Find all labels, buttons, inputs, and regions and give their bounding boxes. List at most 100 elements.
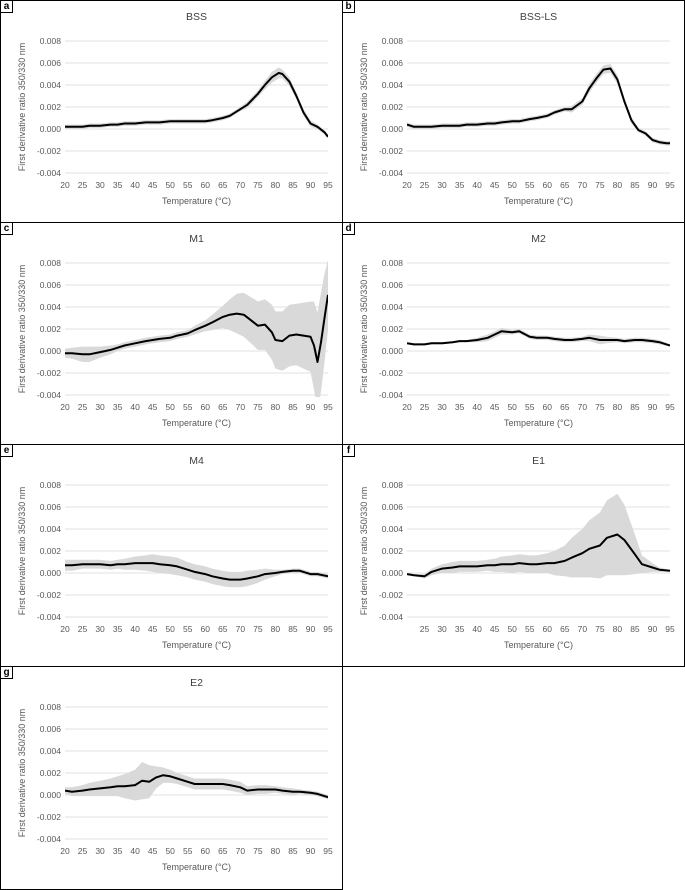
x-tick-label: 45 [490, 624, 500, 634]
x-axis-label: Temperature (°C) [162, 640, 231, 650]
x-tick-label: 45 [148, 846, 158, 856]
y-tick-label: -0.004 [379, 612, 403, 622]
x-tick-label: 40 [130, 624, 140, 634]
x-tick-label: 80 [271, 846, 281, 856]
line-chart: M4 0.008 0.006 0.004 0.002 0.000 -0.002 -0.004 2… [17, 455, 333, 650]
y-tick-label: 0.000 [40, 790, 62, 800]
x-tick-label: 60 [543, 624, 553, 634]
y-tick-label: 0.006 [382, 280, 404, 290]
x-tick-label: 40 [130, 846, 140, 856]
x-axis-label: Temperature (°C) [504, 640, 573, 650]
panel-letter: g [1, 667, 13, 679]
x-tick-label: 55 [183, 846, 193, 856]
x-tick-label: 25 [78, 624, 88, 634]
x-tick-label: 65 [218, 180, 228, 190]
x-tick-label: 70 [578, 624, 588, 634]
x-tick-label: 70 [236, 180, 246, 190]
x-tick-label: 90 [306, 624, 316, 634]
series-line [407, 67, 670, 145]
y-tick-label: -0.002 [37, 812, 61, 822]
x-tick-label: 30 [95, 180, 105, 190]
chart-panel-g: E2 0.008 0.006 0.004 0.002 0.000 -0.002 -0.004 2… [0, 666, 343, 890]
chart-panel-c: M1 0.008 0.006 0.004 0.002 0.000 -0.002 -0.004 2… [0, 222, 343, 445]
x-tick-label: 80 [613, 402, 623, 412]
series-line [65, 774, 328, 799]
panel-letter: d [343, 223, 355, 235]
x-tick-label: 50 [165, 624, 175, 634]
error-band [65, 67, 328, 139]
x-tick-label: 35 [113, 180, 123, 190]
chart-title: M2 [531, 233, 546, 245]
x-tick-label: 50 [165, 180, 175, 190]
y-tick-label: 0.002 [40, 546, 62, 556]
y-tick-label: -0.004 [37, 612, 61, 622]
x-tick-label: 35 [113, 846, 123, 856]
x-tick-label: 65 [560, 402, 570, 412]
x-tick-label: 25 [420, 402, 430, 412]
x-tick-label: 45 [490, 402, 500, 412]
x-tick-label: 65 [560, 180, 570, 190]
y-tick-label: 0.000 [382, 568, 404, 578]
chart-title: BSS [186, 11, 207, 23]
x-tick-label: 65 [218, 402, 228, 412]
x-tick-label: 75 [253, 180, 263, 190]
x-tick-label: 95 [665, 402, 675, 412]
x-tick-label: 50 [507, 180, 517, 190]
y-tick-label: 0.004 [382, 80, 404, 90]
y-tick-label: 0.002 [382, 102, 404, 112]
panel-letter: a [1, 1, 13, 13]
x-tick-label: 25 [420, 624, 430, 634]
x-tick-label: 65 [218, 846, 228, 856]
chart-panel-a: BSS 0.008 0.006 0.004 0.002 0.000 -0.002 -0.004… [0, 0, 343, 223]
y-tick-label: 0.008 [40, 258, 62, 268]
x-tick-label: 60 [201, 402, 211, 412]
line-chart: E2 0.008 0.006 0.004 0.002 0.000 -0.002 -0.004 2… [17, 677, 333, 872]
y-tick-label: 0.002 [40, 102, 62, 112]
x-tick-label: 85 [630, 624, 640, 634]
x-tick-label: 55 [183, 402, 193, 412]
panel-letter: e [1, 445, 13, 457]
chart-title: M4 [189, 455, 204, 467]
y-tick-label: 0.008 [40, 702, 62, 712]
y-tick-label: -0.002 [379, 146, 403, 156]
y-tick-label: 0.000 [40, 124, 62, 134]
series-line [65, 294, 328, 363]
x-tick-label: 85 [288, 846, 298, 856]
x-tick-label: 95 [323, 402, 333, 412]
x-tick-label: 70 [578, 402, 588, 412]
x-tick-label: 35 [455, 402, 465, 412]
x-axis-label: Temperature (°C) [504, 196, 573, 206]
x-tick-label: 90 [306, 180, 316, 190]
y-tick-label: 0.004 [40, 746, 62, 756]
y-tick-label: 0.006 [40, 502, 62, 512]
y-tick-label: -0.004 [379, 390, 403, 400]
x-tick-label: 70 [236, 402, 246, 412]
x-tick-label: 55 [525, 402, 535, 412]
x-tick-label: 35 [113, 402, 123, 412]
x-tick-label: 80 [271, 402, 281, 412]
x-tick-label: 90 [306, 846, 316, 856]
x-tick-label: 80 [613, 624, 623, 634]
chart-title: E2 [190, 677, 203, 689]
panel-letter: b [343, 1, 355, 13]
x-tick-label: 30 [95, 846, 105, 856]
x-tick-label: 85 [630, 180, 640, 190]
x-tick-label: 55 [183, 180, 193, 190]
x-tick-label: 90 [648, 624, 658, 634]
x-tick-label: 95 [665, 180, 675, 190]
x-tick-label: 85 [288, 180, 298, 190]
x-axis-label: Temperature (°C) [162, 862, 231, 872]
x-tick-label: 40 [130, 402, 140, 412]
error-band [407, 64, 670, 146]
error-band [65, 554, 328, 588]
y-tick-label: 0.008 [382, 258, 404, 268]
y-tick-label: 0.006 [382, 58, 404, 68]
y-tick-label: -0.004 [37, 834, 61, 844]
y-tick-label: -0.002 [379, 368, 403, 378]
y-tick-label: 0.000 [382, 346, 404, 356]
y-tick-label: 0.004 [382, 524, 404, 534]
x-tick-label: 85 [288, 402, 298, 412]
x-tick-label: 30 [437, 402, 447, 412]
line-chart: E1 0.008 0.006 0.004 0.002 0.000 -0.002 -0.004 2… [359, 455, 675, 650]
x-tick-label: 45 [148, 402, 158, 412]
